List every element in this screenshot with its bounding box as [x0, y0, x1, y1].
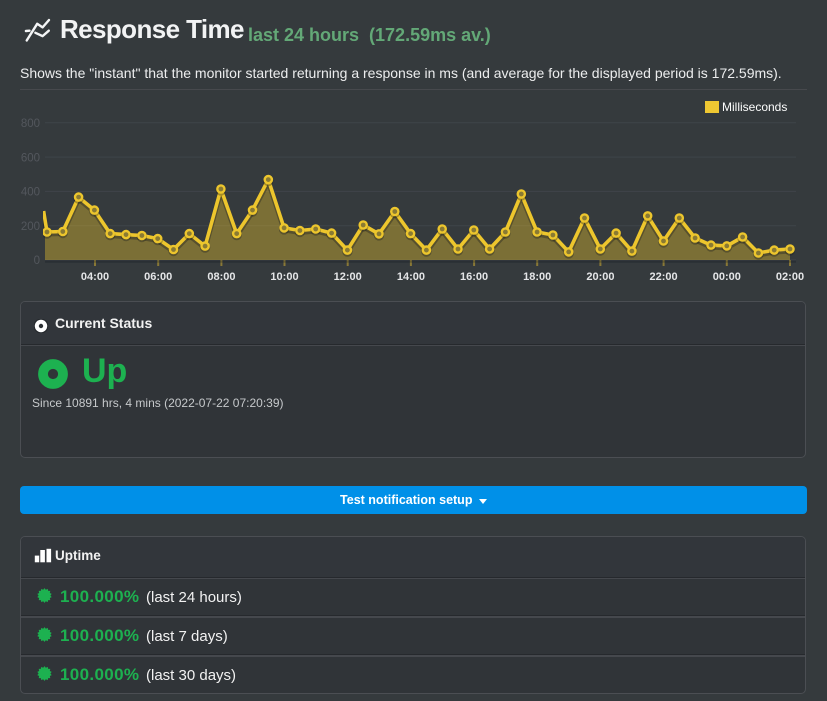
svg-text:18:00: 18:00 [523, 271, 551, 283]
svg-text:16:00: 16:00 [460, 271, 488, 283]
svg-text:08:00: 08:00 [207, 271, 235, 283]
svg-text:200: 200 [21, 221, 40, 233]
svg-text:14:00: 14:00 [397, 271, 425, 283]
svg-text:12:00: 12:00 [334, 271, 362, 283]
svg-text:20:00: 20:00 [586, 271, 614, 283]
svg-text:06:00: 06:00 [144, 271, 172, 283]
svg-text:00:00: 00:00 [713, 271, 741, 283]
svg-text:0: 0 [34, 255, 40, 267]
svg-text:22:00: 22:00 [650, 271, 678, 283]
svg-text:02:00: 02:00 [776, 271, 804, 283]
svg-text:04:00: 04:00 [81, 271, 109, 283]
svg-text:600: 600 [21, 152, 40, 164]
svg-text:10:00: 10:00 [270, 271, 298, 283]
svg-text:800: 800 [21, 118, 40, 130]
svg-text:400: 400 [21, 187, 40, 199]
